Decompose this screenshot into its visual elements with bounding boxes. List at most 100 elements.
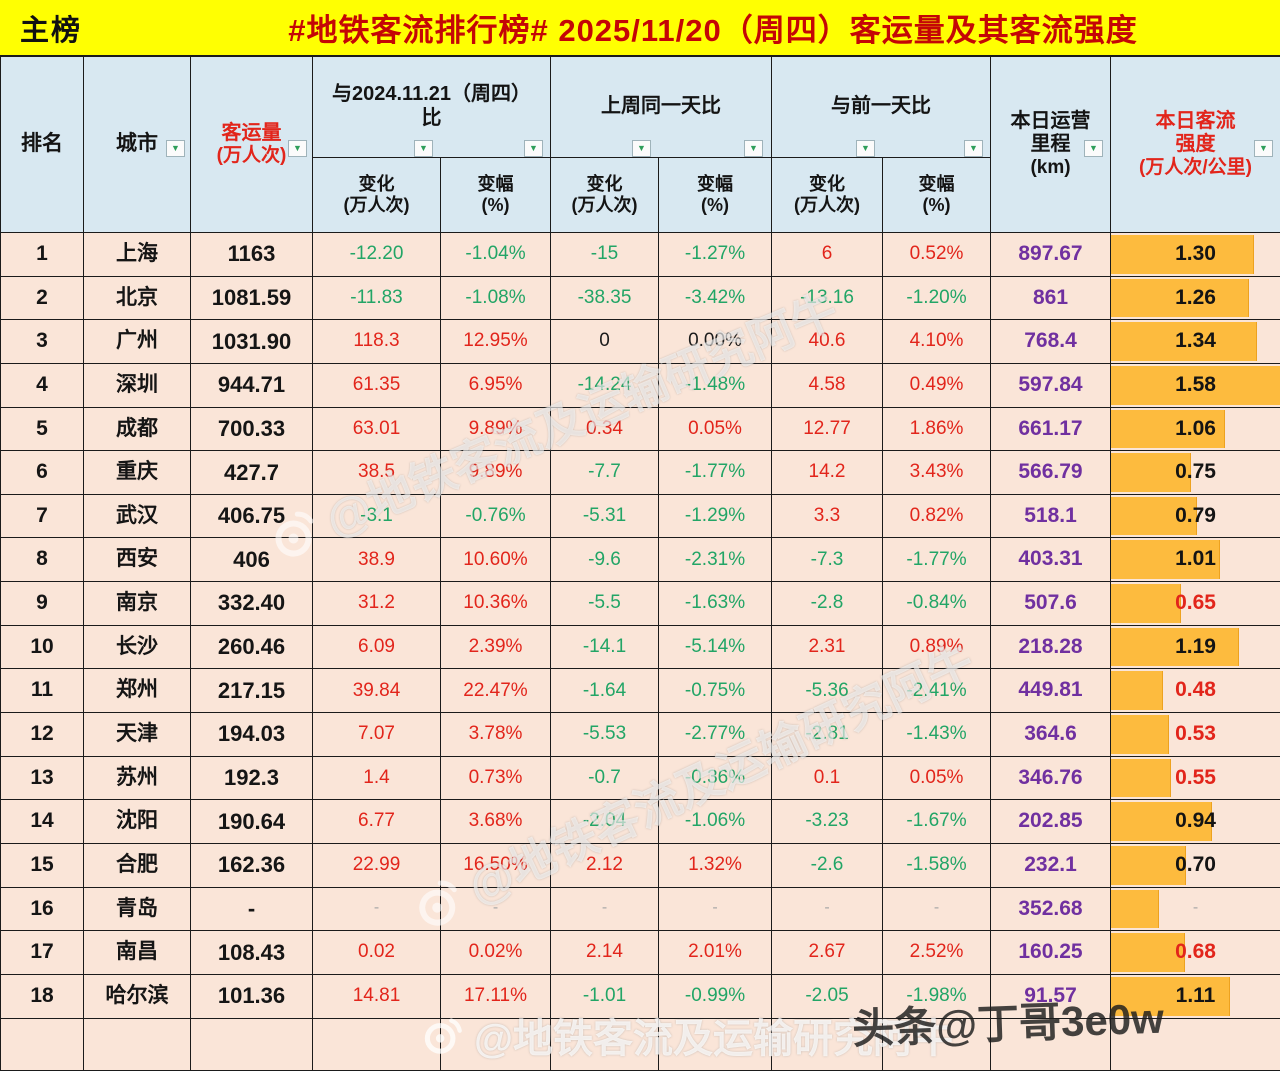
page-title: #地铁客流排行榜# 2025/11/20（周四）客运量及其客流强度: [288, 13, 1138, 48]
rank-cell: 1: [1, 233, 84, 277]
change-cell: 0.05%: [659, 407, 772, 452]
intensity-data-bar: [1111, 278, 1249, 318]
change-cell: -5.36: [772, 669, 883, 714]
filter-dropdown-yoy-pct[interactable]: [524, 140, 543, 157]
change-cell: 0.52%: [883, 233, 991, 277]
intensity-cell: 1.01: [1111, 538, 1280, 583]
city-cell: 沈阳: [84, 800, 191, 844]
volume-cell: -: [191, 887, 313, 932]
volume-cell: 162.36: [191, 843, 313, 888]
city-cell: 广州: [84, 320, 191, 364]
change-cell: -1.77%: [883, 538, 991, 583]
change-cell: -5.31: [551, 494, 659, 539]
volume-cell: 101.36: [191, 974, 313, 1019]
change-cell: 0.49%: [883, 363, 991, 408]
rank-cell: 7: [1, 494, 84, 539]
mileage-cell: 661.17: [991, 407, 1111, 452]
volume-cell: [191, 1018, 313, 1071]
intensity-data-bar: [1111, 496, 1197, 536]
rank-cell: [1, 1018, 84, 1071]
change-cell: 3.68%: [441, 800, 551, 844]
rank-cell: 12: [1, 713, 84, 757]
filter-dropdown-yoy-change[interactable]: [414, 140, 433, 157]
filter-dropdown-wow-change[interactable]: [632, 140, 651, 157]
intensity-data-bar: [1111, 758, 1172, 798]
change-cell: 118.3: [313, 320, 441, 364]
change-cell: -3.23: [772, 800, 883, 844]
change-cell: -1.98%: [883, 974, 991, 1019]
change-cell: -: [883, 887, 991, 932]
rank-cell: 13: [1, 756, 84, 801]
intensity-value: 0.55: [1175, 765, 1216, 789]
rank-cell: 17: [1, 931, 84, 975]
city-cell: [84, 1018, 191, 1071]
rank-cell: 14: [1, 800, 84, 844]
change-cell: 7.07: [313, 713, 441, 757]
filter-dropdown-city[interactable]: [166, 140, 185, 157]
rank-cell: 3: [1, 320, 84, 364]
change-cell: -: [659, 887, 772, 932]
intensity-value: -: [1192, 899, 1199, 917]
mileage-cell: 768.4: [991, 320, 1111, 364]
change-cell: -0.99%: [659, 974, 772, 1019]
intensity-value: 0.48: [1175, 678, 1216, 702]
volume-cell: 427.7: [191, 451, 313, 495]
intensity-data-bar: [1111, 453, 1192, 492]
change-cell: -9.6: [551, 538, 659, 583]
city-cell: 武汉: [84, 494, 191, 539]
change-cell: 3.78%: [441, 713, 551, 757]
city-cell: 重庆: [84, 451, 191, 495]
filter-dropdown-wow-pct[interactable]: [744, 140, 763, 157]
change-cell: -2.05: [772, 974, 883, 1019]
change-cell: -1.58%: [883, 843, 991, 888]
intensity-value: 1.58: [1175, 372, 1216, 396]
change-cell: 0.1: [772, 756, 883, 801]
change-cell: -15: [551, 233, 659, 277]
change-cell: [659, 1018, 772, 1071]
filter-dropdown-dod-pct[interactable]: [964, 140, 983, 157]
change-cell: 61.35: [313, 363, 441, 408]
mileage-cell: 861: [991, 276, 1111, 321]
mileage-cell: 352.68: [991, 887, 1111, 932]
rank-cell: 4: [1, 363, 84, 408]
change-cell: 0.05%: [883, 756, 991, 801]
filter-dropdown-dod-change[interactable]: [856, 140, 875, 157]
intensity-data-bar: [1111, 671, 1163, 711]
volume-cell: 406.75: [191, 494, 313, 539]
change-cell: 2.39%: [441, 625, 551, 670]
volume-cell: 332.40: [191, 582, 313, 626]
rank-cell: 10: [1, 625, 84, 670]
intensity-value: 1.19: [1175, 634, 1216, 658]
filter-dropdown-volume[interactable]: [288, 140, 307, 157]
change-cell: -5.53: [551, 713, 659, 757]
volume-cell: 190.64: [191, 800, 313, 844]
intensity-value: 1.26: [1175, 285, 1216, 309]
change-cell: 2.01%: [659, 931, 772, 975]
volume-cell: 1163: [191, 233, 313, 277]
intensity-cell: 0.79: [1111, 495, 1280, 539]
mileage-cell: 346.76: [991, 756, 1111, 801]
intensity-cell: 0.48: [1111, 669, 1280, 714]
volume-cell: 108.43: [191, 931, 313, 975]
change-cell: -1.63%: [659, 582, 772, 626]
rank-cell: 5: [1, 407, 84, 452]
filter-dropdown-intensity[interactable]: [1254, 140, 1273, 157]
city-cell: 苏州: [84, 756, 191, 801]
change-cell: [313, 1018, 441, 1071]
change-cell: 3.3: [772, 494, 883, 539]
ranking-table: 排名 城市 客运量 (万人次) 与2024.11.21（周四）比 上周同一天比 …: [0, 57, 1280, 1071]
change-cell: 4.58: [772, 363, 883, 408]
change-cell: -1.01: [551, 974, 659, 1019]
city-cell: 深圳: [84, 363, 191, 408]
change-cell: -0.76%: [441, 494, 551, 539]
change-cell: [772, 1018, 883, 1071]
volume-cell: 192.3: [191, 756, 313, 801]
change-cell: -: [441, 887, 551, 932]
mileage-cell: 597.84: [991, 363, 1111, 408]
filter-dropdown-mileage[interactable]: [1084, 140, 1103, 157]
intensity-data-bar: [1111, 933, 1185, 972]
header-group-dod: 与前一天比: [772, 57, 991, 158]
board-label: 主榜: [20, 14, 83, 47]
intensity-data-bar: [1111, 845, 1187, 885]
change-cell: 38.5: [313, 451, 441, 495]
